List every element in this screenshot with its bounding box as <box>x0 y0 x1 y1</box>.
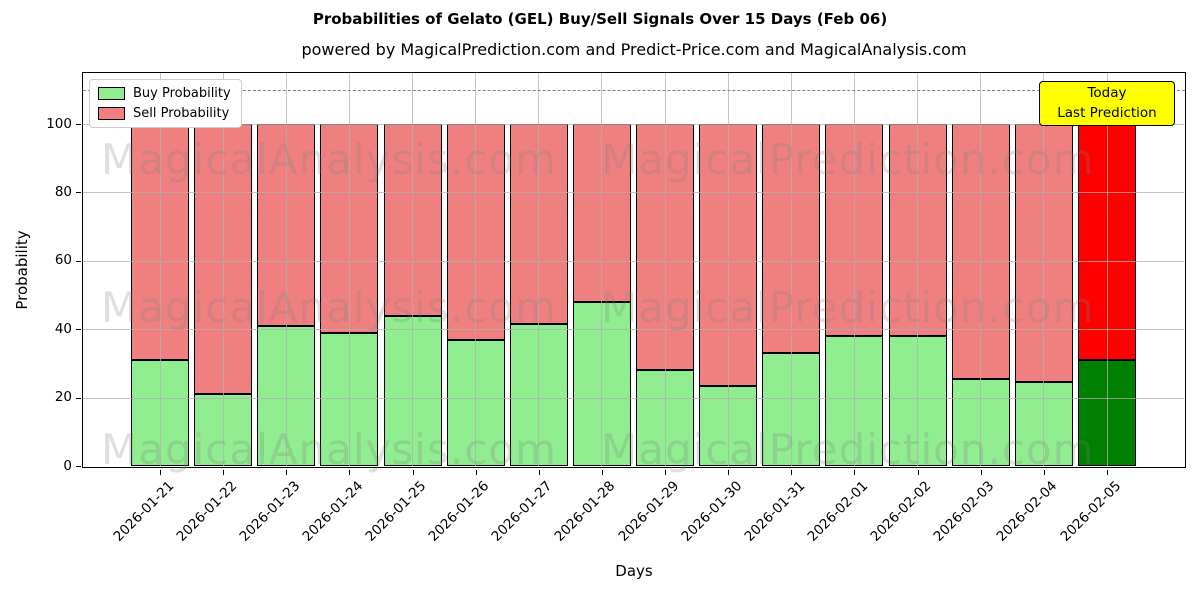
legend: Buy Probability Sell Probability <box>89 79 242 128</box>
x-tick-mark <box>791 469 793 475</box>
v-gridline <box>412 73 413 466</box>
h-gridline <box>83 124 1184 125</box>
x-tick-mark <box>601 469 603 475</box>
x-tick-mark <box>665 469 666 475</box>
buy-swatch-icon <box>98 87 125 100</box>
y-tick-mark <box>76 329 81 331</box>
x-tick-label: 2026-01-22 <box>173 478 240 545</box>
h-gridline <box>83 192 1184 194</box>
x-axis-label: Days <box>615 562 653 580</box>
x-tick-mark <box>475 469 477 475</box>
v-gridline <box>159 73 161 466</box>
v-gridline <box>1106 73 1108 466</box>
y-tick-label: 0 <box>63 457 72 474</box>
x-tick-mark <box>223 469 225 475</box>
x-tick-label: 2026-01-26 <box>425 478 493 545</box>
x-tick-mark <box>349 469 351 475</box>
y-tick-mark <box>76 466 81 467</box>
x-tick-label: 2026-01-25 <box>362 478 430 545</box>
dashed-threshold-line <box>83 89 1185 91</box>
x-tick-label: 2026-02-04 <box>993 478 1061 545</box>
y-tick-mark <box>76 192 81 194</box>
x-tick-label: 2026-01-28 <box>551 478 619 545</box>
v-gridline <box>727 73 729 466</box>
x-tick-mark <box>286 469 288 475</box>
y-tick-label: 100 <box>46 115 72 132</box>
y-tick-label: 60 <box>54 252 72 269</box>
v-gridline <box>475 73 477 466</box>
v-gridline <box>664 73 666 466</box>
h-gridline <box>83 329 1184 331</box>
x-tick-mark <box>538 469 540 475</box>
v-gridline <box>348 73 350 466</box>
v-gridline <box>1043 73 1045 466</box>
v-gridline <box>222 73 224 466</box>
chart-title: Probabilities of Gelato (GEL) Buy/Sell S… <box>312 10 888 28</box>
x-tick-mark <box>917 469 919 475</box>
x-tick-mark <box>854 469 856 475</box>
x-tick-mark <box>412 469 414 475</box>
v-gridline <box>853 73 855 466</box>
y-tick-label: 80 <box>54 183 72 200</box>
x-tick-label: 2026-01-30 <box>678 478 746 545</box>
v-gridline <box>601 73 603 466</box>
legend-entry-sell: Sell Probability <box>98 106 231 121</box>
today-annotation: Today Last Prediction <box>1039 81 1175 127</box>
x-tick-label: 2026-01-31 <box>741 478 809 545</box>
y-tick-mark <box>76 260 81 262</box>
y-tick-label: 20 <box>54 389 72 406</box>
today-annotation-line2: Last Prediction <box>1057 104 1157 121</box>
v-gridline <box>917 73 919 466</box>
x-tick-label: 2026-01-27 <box>488 478 556 545</box>
x-tick-mark <box>1043 469 1045 475</box>
today-annotation-line1: Today <box>1087 85 1127 101</box>
x-tick-label: 2026-02-01 <box>804 478 872 545</box>
sell-swatch-icon <box>98 107 125 120</box>
y-tick-label: 40 <box>54 320 72 337</box>
legend-entry-buy: Buy Probability <box>98 86 231 101</box>
y-axis-label: Probability <box>13 230 31 310</box>
y-tick-mark <box>76 397 81 399</box>
plot-area: Buy Probability Sell Probability Today L… <box>82 72 1186 474</box>
x-tick-label: 2026-01-29 <box>615 478 682 545</box>
x-tick-mark <box>1107 469 1108 475</box>
x-tick-mark <box>728 469 730 475</box>
v-gridline <box>538 73 540 466</box>
chart-subtitle: powered by MagicalPrediction.com and Pre… <box>301 40 967 59</box>
h-gridline <box>83 397 1184 399</box>
x-tick-label: 2026-01-21 <box>110 478 177 545</box>
legend-sell-label: Sell Probability <box>133 106 230 121</box>
v-gridline <box>790 73 792 466</box>
v-gridline <box>285 73 287 466</box>
x-tick-label: 2026-01-23 <box>236 478 304 545</box>
x-tick-label: 2026-02-05 <box>1057 478 1124 545</box>
x-tick-mark <box>160 469 161 475</box>
legend-buy-label: Buy Probability <box>133 86 231 101</box>
x-tick-label: 2026-02-03 <box>930 478 998 545</box>
v-gridline <box>980 73 982 466</box>
x-tick-label: 2026-01-24 <box>299 478 367 545</box>
x-tick-mark <box>980 469 982 475</box>
y-tick-mark <box>76 124 81 125</box>
h-gridline <box>83 260 1184 262</box>
x-tick-label: 2026-02-02 <box>867 478 935 545</box>
